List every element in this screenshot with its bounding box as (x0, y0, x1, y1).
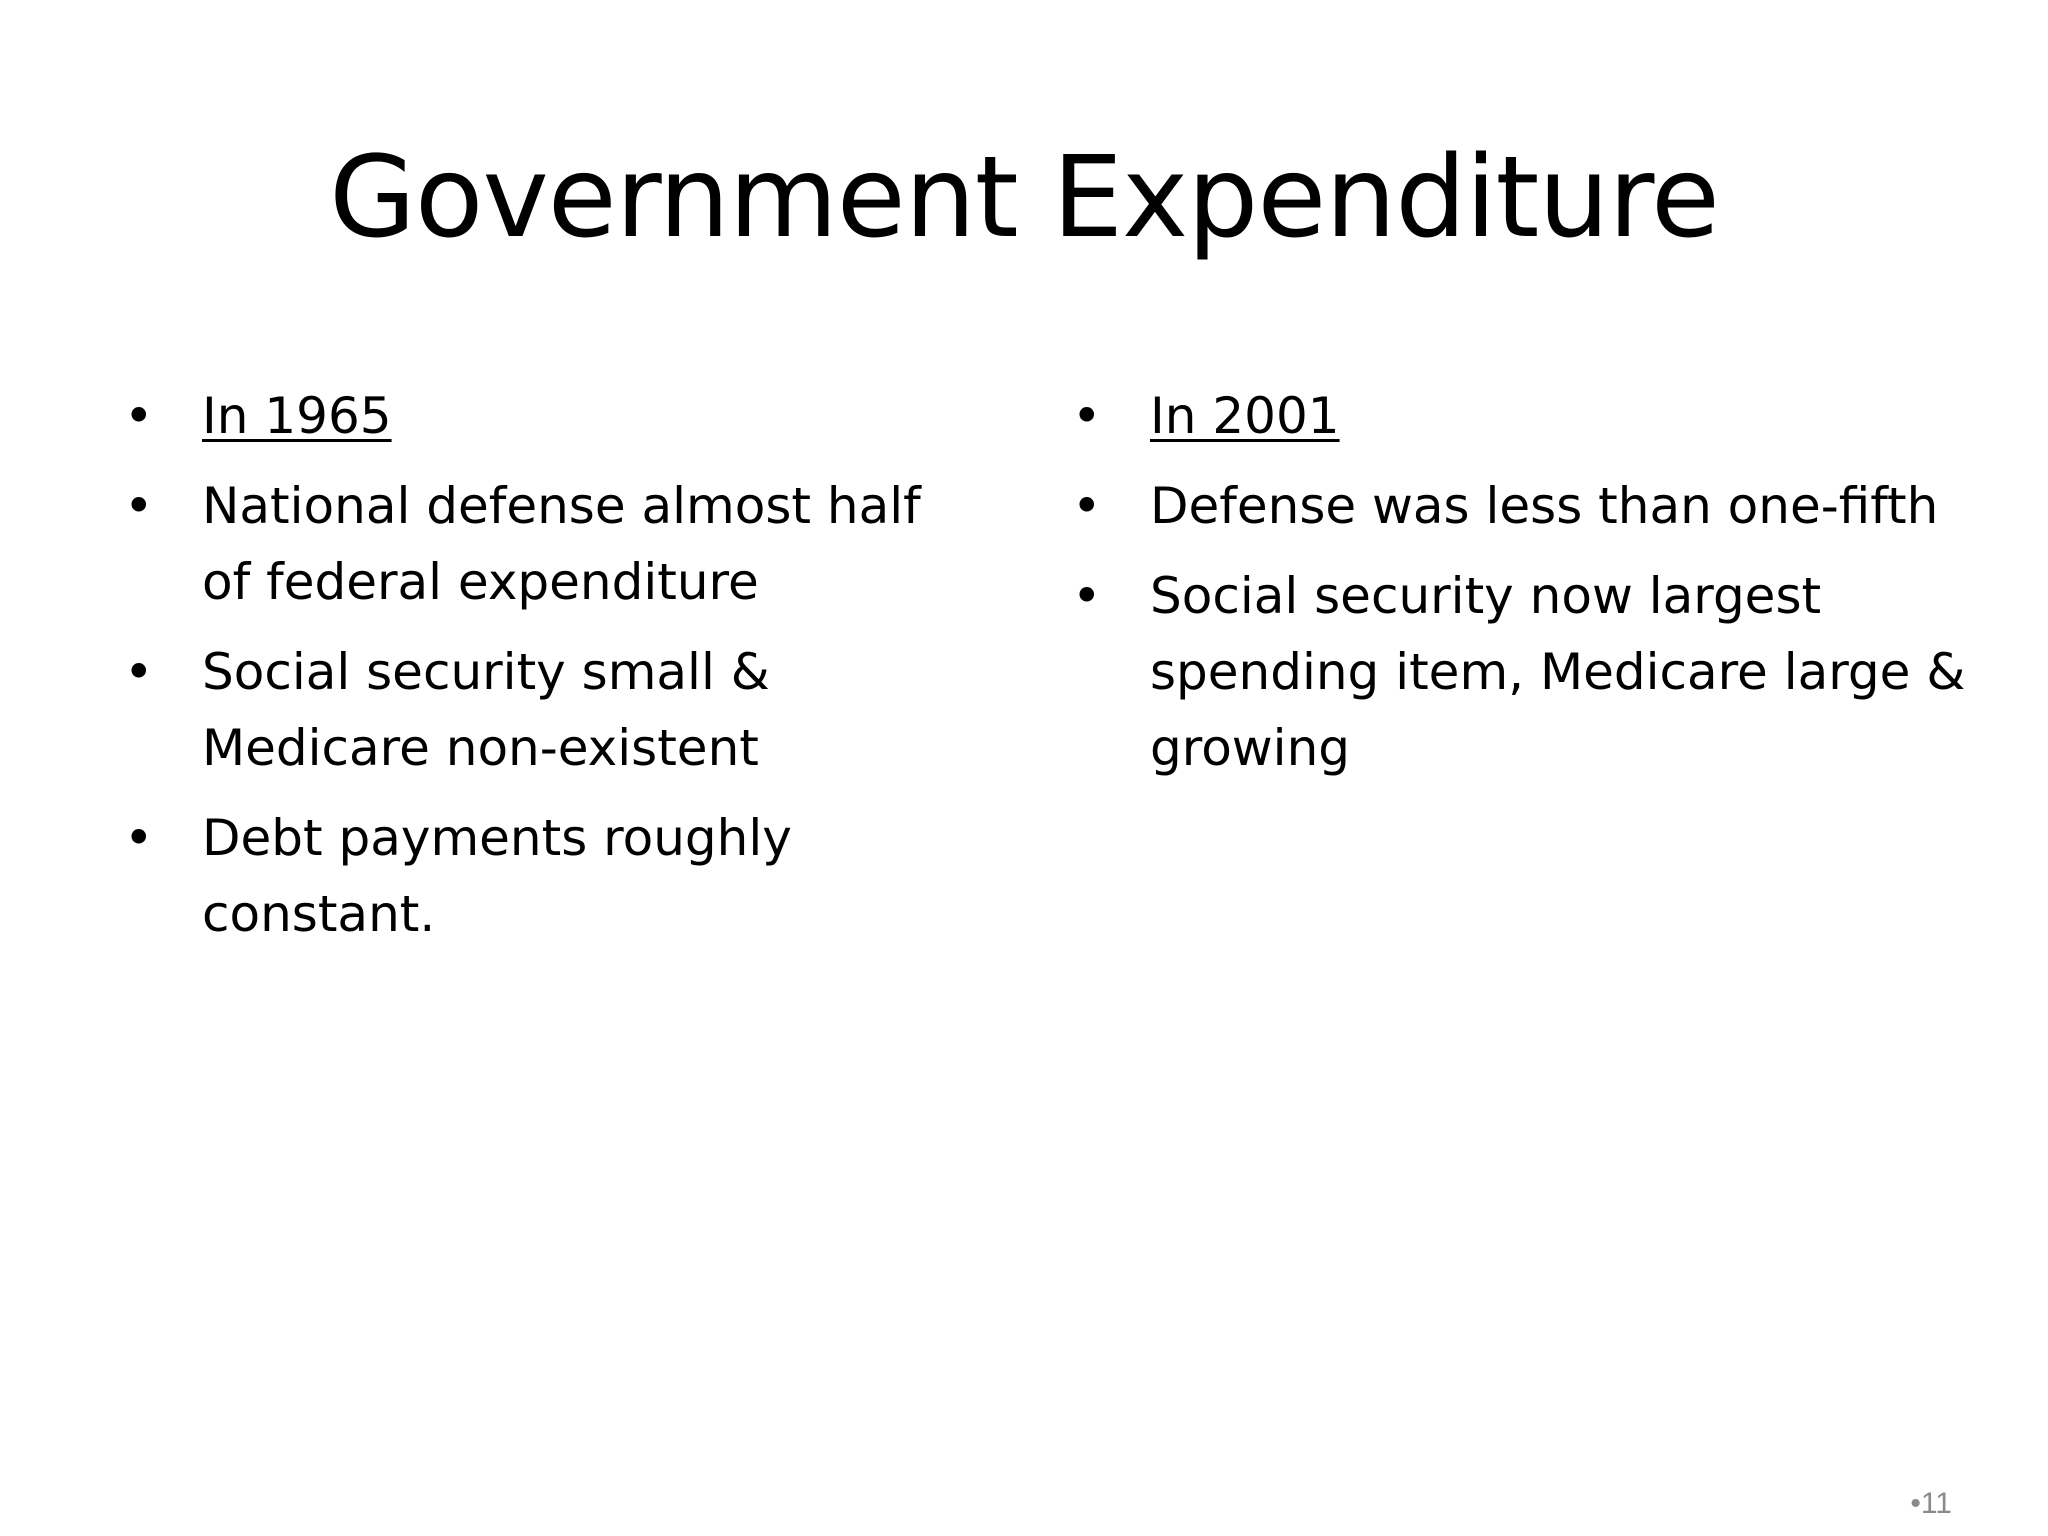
left-bullet-column: • In 1965 • National defense almost half… (120, 378, 950, 966)
bullet-heading-2001: In 2001 (1150, 387, 1340, 445)
bullet-item: • Social security now largest spending i… (1068, 558, 1968, 786)
right-bullet-column: • In 2001 • Defense was less than one-fi… (1068, 378, 1968, 800)
page-number: •11 (1910, 1487, 1952, 1520)
bullet-icon: • (124, 643, 154, 701)
bullet-heading-1965: In 1965 (202, 387, 392, 445)
bullet-item: • Defense was less than one-fifth (1068, 468, 1968, 544)
bullet-icon: • (1072, 567, 1102, 625)
bullet-icon: • (124, 387, 154, 445)
bullet-item: • In 2001 (1068, 378, 1968, 454)
bullet-icon: • (1072, 477, 1102, 535)
bullet-text: Social security now largest spending ite… (1150, 567, 1966, 777)
bullet-item: • National defense almost half of federa… (120, 468, 950, 620)
bullet-item: • Social security small & Medicare non-e… (120, 634, 950, 786)
bullet-item: • Debt payments roughly constant. (120, 800, 950, 952)
bullet-icon: • (124, 477, 154, 535)
bullet-item: • In 1965 (120, 378, 950, 454)
bullet-text: Debt payments roughly constant. (202, 809, 792, 943)
bullet-icon: • (124, 809, 154, 867)
bullet-text: Social security small & Medicare non-exi… (202, 643, 770, 777)
slide-title: Government Expenditure (329, 133, 1720, 263)
bullet-icon: • (1072, 387, 1102, 445)
bullet-text: National defense almost half of federal … (202, 477, 921, 611)
bullet-text: Defense was less than one-fifth (1150, 477, 1939, 535)
